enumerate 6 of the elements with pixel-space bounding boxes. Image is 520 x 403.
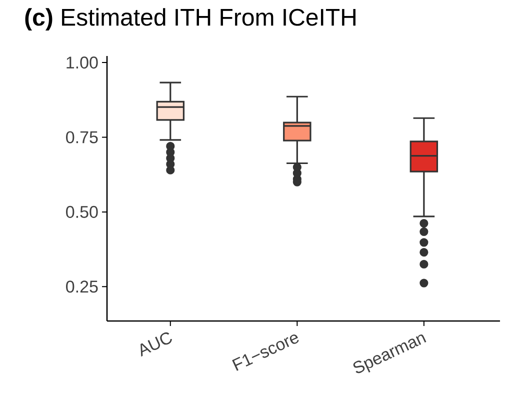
y-tick-label: 1.00 <box>66 56 98 69</box>
y-tick-label: 0.75 <box>66 131 98 144</box>
y-tick-label: 0.25 <box>66 280 98 293</box>
y-tick-label: 0.50 <box>66 206 98 218</box>
chart-title: (c) Estimated ITH From ICeITH <box>25 8 356 31</box>
x-tick-label: AUC <box>140 332 172 357</box>
